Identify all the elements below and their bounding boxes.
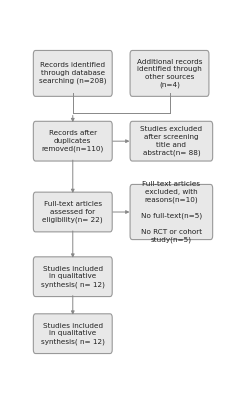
FancyBboxPatch shape <box>130 184 213 240</box>
FancyBboxPatch shape <box>33 192 112 232</box>
Text: Full-text articles
assessed for
eligibility(n= 22): Full-text articles assessed for eligibil… <box>42 201 103 223</box>
FancyBboxPatch shape <box>33 50 112 96</box>
Text: Studies excluded
after screening
title and
abstract(n= 88): Studies excluded after screening title a… <box>140 126 202 156</box>
FancyBboxPatch shape <box>130 50 209 96</box>
Text: Records identified
through database
searching (n=208): Records identified through database sear… <box>39 62 107 84</box>
Text: Records after
duplicates
removed(n=110): Records after duplicates removed(n=110) <box>42 130 104 152</box>
FancyBboxPatch shape <box>33 314 112 354</box>
FancyBboxPatch shape <box>130 121 213 161</box>
Text: Additional records
identified through
other sources
(n=4): Additional records identified through ot… <box>137 58 202 88</box>
Text: Studies included
in qualitative
synthesis( n= 12): Studies included in qualitative synthesi… <box>41 323 105 345</box>
FancyBboxPatch shape <box>33 257 112 296</box>
Text: Studies included
in qualitative
synthesis( n= 12): Studies included in qualitative synthesi… <box>41 266 105 288</box>
FancyBboxPatch shape <box>33 121 112 161</box>
Text: Full-text articles
excluded, with
reasons(n=10)

No full-text(n=5)

No RCT or co: Full-text articles excluded, with reason… <box>141 181 202 243</box>
